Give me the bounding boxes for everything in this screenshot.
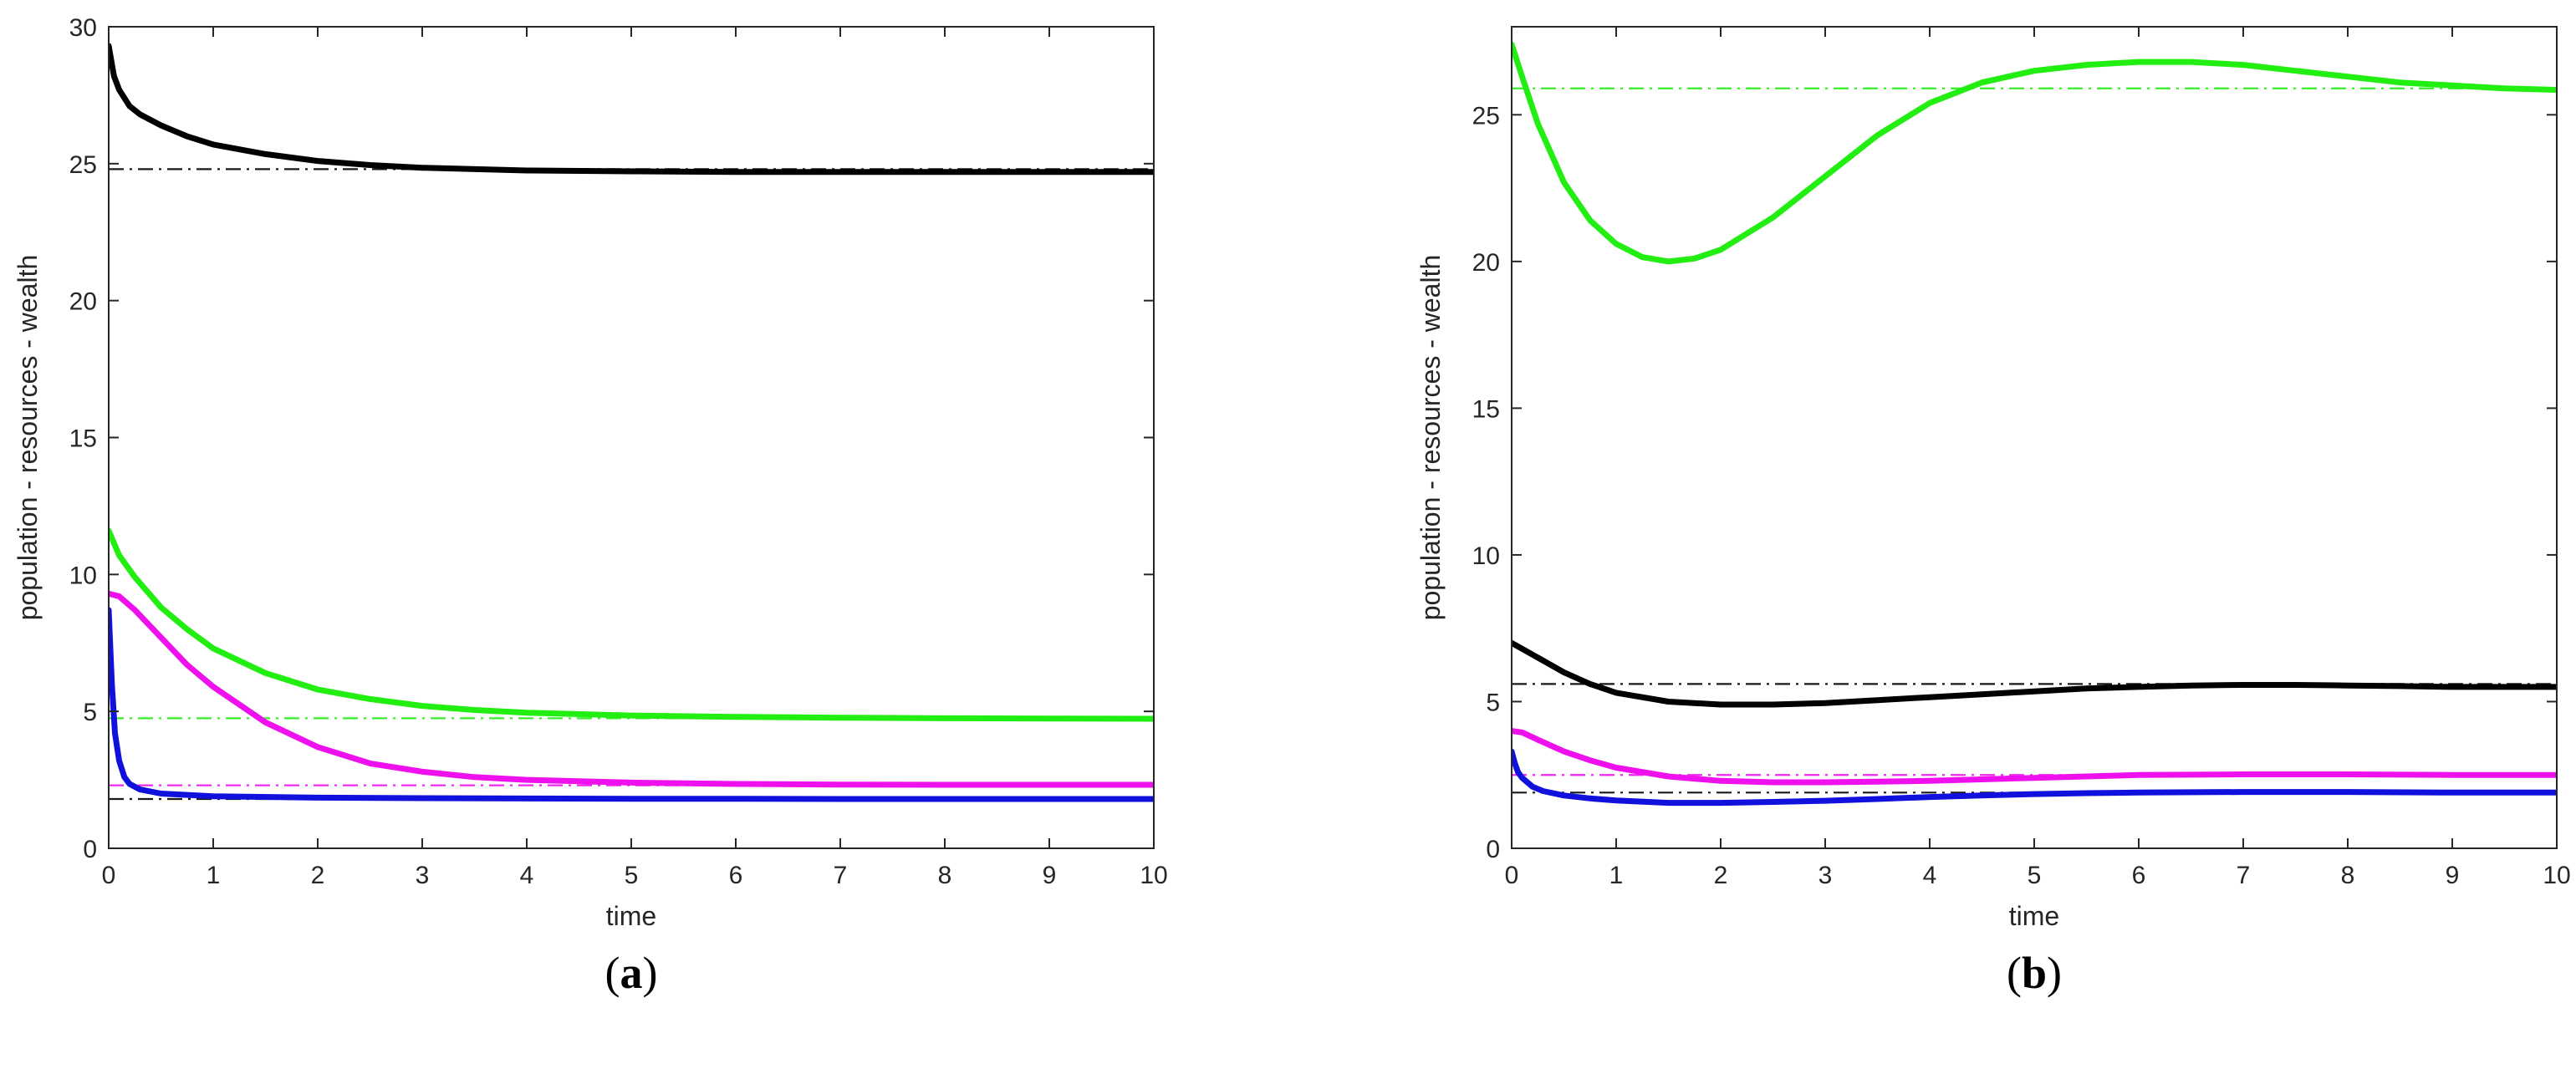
panel-a: 0 1 2 3 4 5 6 7 8 9 10 0 5 10 15 20 25 30 time population -… xyxy=(13,14,1168,998)
panel-a-ytick-label: 20 xyxy=(69,288,97,316)
panel-a-xtick-label: 0 xyxy=(102,862,116,889)
panel-b-panel-label-open: ( xyxy=(2007,948,2022,998)
panel-b-xtick-label: 0 xyxy=(1505,862,1519,889)
panel-a-panel-label-letter: a xyxy=(620,948,643,998)
panel-b-xtick-label: 1 xyxy=(1609,862,1624,889)
panel-a-xtick-label: 10 xyxy=(1140,862,1167,889)
panel-b-series-black xyxy=(1512,639,2557,708)
panel-b-panel-label: (b) xyxy=(2007,948,2062,998)
panel-a-ylabel: population - resources - wealth xyxy=(13,255,43,621)
panel-b-panel-label-close: ) xyxy=(2047,948,2062,998)
panel-b-xtick-label: 2 xyxy=(1714,862,1728,889)
panel-a-ytick-label: 25 xyxy=(69,151,97,179)
panel-a-xtick-label: 6 xyxy=(729,862,743,889)
panel-a-xtick-label: 2 xyxy=(311,862,325,889)
panel-a-series-black xyxy=(109,43,1154,176)
panel-a-xtick-label: 1 xyxy=(207,862,221,889)
panel-b-xtick-label: 7 xyxy=(2237,862,2251,889)
panel-b-series-magenta xyxy=(1512,728,2557,786)
panel-b-xlabel: time xyxy=(2009,901,2059,931)
panel-b-ytick-label: 0 xyxy=(1486,836,1500,863)
panel-a-ytick-label: 0 xyxy=(83,836,97,863)
panel-a-xtick-label: 4 xyxy=(520,862,534,889)
panel-b-plot-area xyxy=(1512,41,2557,807)
panel-a-panel-label-open: ( xyxy=(605,948,620,998)
panel-b: 0 1 2 3 4 5 6 7 8 9 10 0 5 10 15 20 25 time population - r… xyxy=(1416,26,2571,998)
panel-b-xtick-label: 8 xyxy=(2341,862,2355,889)
panel-b-xtick-label: 4 xyxy=(1923,862,1937,889)
panel-a-xtick-label: 9 xyxy=(1043,862,1057,889)
panel-b-ytick-label: 20 xyxy=(1472,249,1500,277)
panel-b-ylabel: population - resources - wealth xyxy=(1416,255,1446,621)
panel-a-series-magenta xyxy=(109,590,1154,788)
panel-a-xtick-label: 5 xyxy=(625,862,639,889)
panel-b-series-blue xyxy=(1512,748,2557,807)
panel-b-axes-box xyxy=(1511,26,2558,849)
panel-a-panel-label-close: ) xyxy=(643,948,658,998)
panel-a-ytick-label: 5 xyxy=(83,699,97,726)
panel-a-xlabel: time xyxy=(606,901,656,931)
panel-a-plot-area xyxy=(109,43,1154,802)
panel-b-ytick-label: 25 xyxy=(1472,102,1500,130)
panel-a-xtick-label: 8 xyxy=(938,862,952,889)
panel-a-xtick-label: 3 xyxy=(416,862,430,889)
panel-b-series-green xyxy=(1512,41,2557,265)
panel-b-xtick-label: 9 xyxy=(2446,862,2460,889)
panel-b-xtick-label: 6 xyxy=(2132,862,2146,889)
panel-b-panel-label-letter: b xyxy=(2022,948,2047,998)
panel-b-xtick-label: 5 xyxy=(2028,862,2042,889)
panel-b-ytick-label: 15 xyxy=(1472,395,1500,423)
panel-b-ytick-label: 5 xyxy=(1486,689,1500,716)
panel-a-ytick-label: 10 xyxy=(69,562,97,589)
panel-b-ytick-label: 10 xyxy=(1472,542,1500,570)
panel-a-series-green xyxy=(109,527,1154,722)
panel-b-xtick-label: 10 xyxy=(2543,862,2570,889)
panel-a-ytick-label: 30 xyxy=(69,14,97,42)
panel-a-ytick-label: 15 xyxy=(69,425,97,453)
panel-a-series-blue xyxy=(109,607,1154,802)
panel-b-xtick-label: 3 xyxy=(1819,862,1833,889)
panel-a-panel-label: (a) xyxy=(605,948,658,998)
panel-a-xtick-label: 7 xyxy=(834,862,848,889)
